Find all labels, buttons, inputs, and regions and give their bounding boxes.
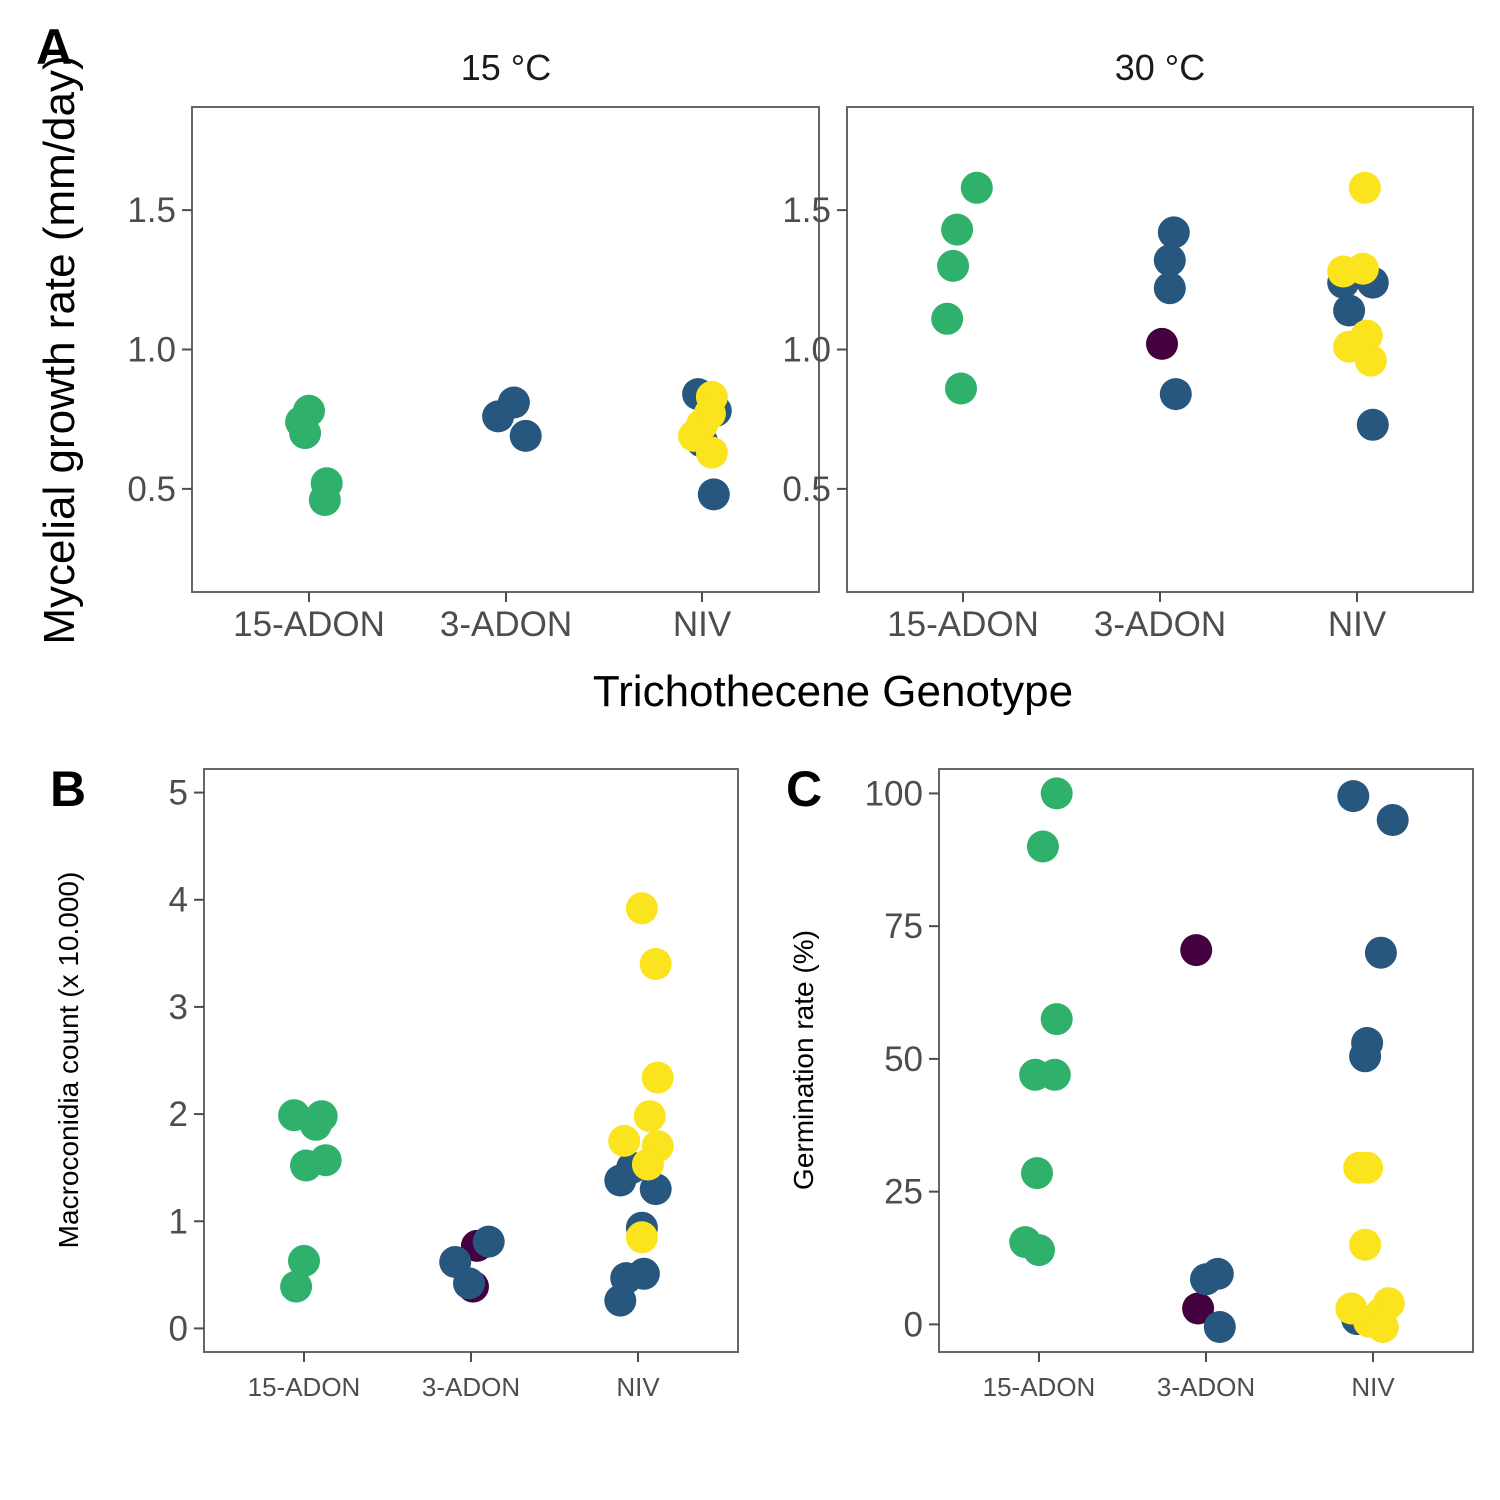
- x-tick-label-b: 15-ADON: [248, 1372, 361, 1402]
- y-tick-label-b: 4: [169, 881, 188, 920]
- panel-b-frame: [203, 768, 739, 1353]
- data-point-a-30c: [1356, 408, 1389, 441]
- data-point-a-30c: [1354, 344, 1387, 377]
- data-point-b: [639, 948, 672, 980]
- data-point-c: [1040, 777, 1073, 810]
- data-point-b: [633, 1100, 666, 1133]
- facet-label-15c: 15 °C: [461, 47, 551, 88]
- y-tick-label-b: 5: [169, 774, 188, 813]
- y-tick-label-a-15c: 0.5: [127, 470, 176, 509]
- panel-c-y-axis-title: Germination rate (%): [788, 930, 819, 1190]
- data-point-a-30c: [937, 249, 970, 282]
- y-tick-label-c: 50: [884, 1040, 923, 1079]
- x-tick-label-a-30c: 3-ADON: [1094, 605, 1226, 644]
- x-tick-label-a-30c: NIV: [1328, 605, 1387, 644]
- panel-tag-a: A: [36, 19, 72, 75]
- data-point-a-15c: [695, 436, 728, 469]
- data-point-b: [639, 1173, 672, 1206]
- data-point-c: [1351, 1151, 1384, 1184]
- data-point-b: [472, 1225, 505, 1258]
- y-tick-label-a-30c: 0.5: [782, 470, 831, 509]
- data-point-b: [604, 1164, 637, 1197]
- data-point-c: [1376, 804, 1409, 836]
- x-tick-label-a-15c: NIV: [673, 605, 732, 644]
- data-point-a-30c: [1346, 252, 1379, 285]
- data-point-b: [604, 1284, 637, 1317]
- data-point-a-30c: [931, 302, 964, 335]
- chart-marks: 0.5 1.0 1.5 15-ADON 3-ADON NIV 0.5 1.0 1.5 15-ADO…: [127, 171, 1409, 1402]
- data-point-a-30c: [1333, 294, 1366, 327]
- data-point-c: [1203, 1311, 1236, 1343]
- y-tick-label-b: 3: [169, 988, 188, 1027]
- y-tick-label-c: 75: [884, 907, 923, 946]
- data-point-a-15c: [509, 419, 542, 452]
- data-point-b: [299, 1108, 332, 1141]
- y-tick-label-c: 0: [904, 1305, 923, 1344]
- y-tick-label-a-30c: 1.5: [782, 191, 831, 230]
- data-point-c: [1038, 1058, 1071, 1091]
- x-tick-label-c: NIV: [1351, 1372, 1395, 1402]
- x-tick-label-b: NIV: [616, 1372, 660, 1402]
- data-point-c: [1040, 1003, 1073, 1036]
- data-point-a-30c: [1153, 244, 1186, 277]
- y-tick-label-c: 100: [865, 774, 923, 813]
- panel-b-y-axis-title: Macroconidia count (x 10.000): [53, 872, 84, 1249]
- data-point-a-30c: [1159, 378, 1192, 411]
- data-point-c: [1180, 934, 1213, 967]
- data-point-a-15c: [697, 478, 730, 511]
- panel-a-15c-frame: [191, 106, 820, 593]
- x-tick-label-b: 3-ADON: [422, 1372, 520, 1402]
- data-point-b: [288, 1244, 320, 1277]
- data-point-c: [1023, 1234, 1055, 1267]
- y-tick-label-a-30c: 1.0: [782, 331, 831, 370]
- data-point-c: [1349, 1228, 1382, 1261]
- data-point-a-30c: [1153, 272, 1186, 305]
- y-tick-label-b: 2: [169, 1095, 188, 1134]
- data-point-c: [1201, 1257, 1234, 1290]
- x-tick-label-a-15c: 15-ADON: [233, 605, 385, 644]
- data-point-c: [1182, 1292, 1215, 1325]
- panel-tag-c: C: [786, 761, 822, 817]
- y-tick-label-c: 25: [884, 1173, 923, 1212]
- data-point-b: [608, 1124, 641, 1157]
- data-point-a-30c: [1146, 327, 1178, 360]
- data-point-b: [280, 1270, 313, 1303]
- data-point-a-30c: [941, 213, 974, 246]
- facet-label-30c: 30 °C: [1115, 47, 1205, 88]
- data-point-b: [631, 1148, 664, 1181]
- data-point-b: [641, 1061, 674, 1094]
- y-tick-label-a-15c: 1.5: [127, 191, 176, 230]
- data-point-b: [290, 1149, 322, 1182]
- data-point-a-30c: [945, 372, 977, 405]
- x-tick-label-a-30c: 15-ADON: [887, 605, 1039, 644]
- x-tick-label-c: 15-ADON: [983, 1372, 1096, 1402]
- data-point-a-15c: [289, 417, 322, 450]
- y-tick-label-a-15c: 1.0: [127, 331, 176, 370]
- data-point-c: [1026, 830, 1059, 863]
- data-point-c: [1364, 936, 1397, 969]
- data-point-c: [1349, 1040, 1382, 1073]
- data-point-b: [625, 1221, 658, 1254]
- y-tick-label-b: 1: [169, 1202, 188, 1241]
- data-point-c: [1021, 1157, 1053, 1190]
- data-point-a-15c: [482, 400, 515, 433]
- data-point-a-30c: [1348, 171, 1381, 204]
- data-point-a-30c: [1157, 216, 1190, 249]
- panel-tag-b: B: [50, 761, 86, 817]
- data-point-a-15c: [308, 484, 341, 516]
- x-tick-label-c: 3-ADON: [1157, 1372, 1255, 1402]
- panel-a-x-axis-title: Trichothecene Genotype: [593, 667, 1073, 716]
- panel-a-y-axis-title: Mycelial growth rate (mm/day): [35, 55, 84, 644]
- y-tick-label-b: 0: [169, 1309, 188, 1348]
- data-point-c: [1366, 1311, 1399, 1343]
- data-point-c: [1337, 780, 1370, 813]
- data-point-b: [625, 892, 658, 925]
- data-point-a-30c: [960, 171, 993, 204]
- data-point-b: [453, 1267, 485, 1300]
- x-tick-label-a-15c: 3-ADON: [440, 605, 572, 644]
